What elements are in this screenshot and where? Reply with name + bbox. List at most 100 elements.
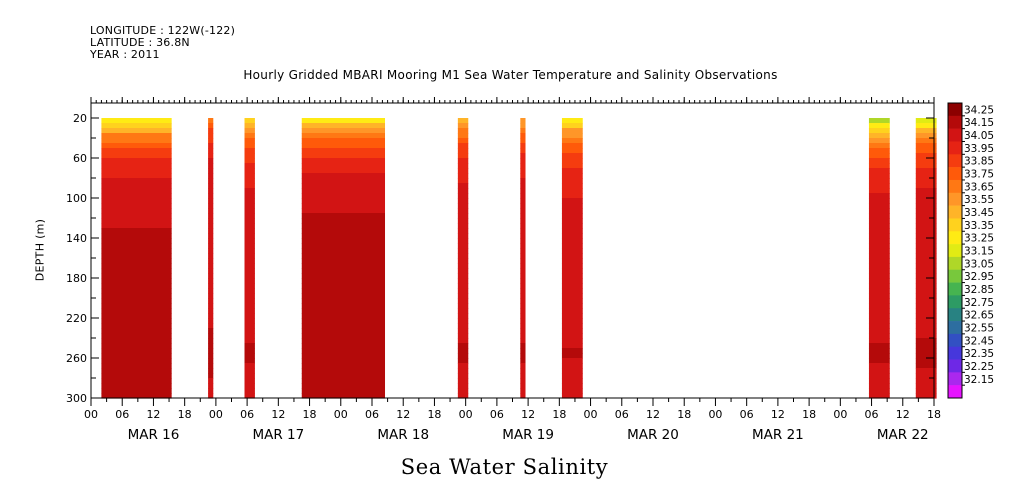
band-cell xyxy=(244,228,255,234)
band-cell xyxy=(301,253,386,259)
band-cell xyxy=(520,333,526,339)
band-cell xyxy=(915,128,937,134)
band-cell xyxy=(915,383,937,389)
y-tick-label: 180 xyxy=(66,272,87,285)
band-cell xyxy=(868,363,890,369)
x-day-label: MAR 18 xyxy=(377,427,429,443)
band-cell xyxy=(101,358,172,364)
band-cell xyxy=(244,288,255,294)
band-cell xyxy=(915,123,937,129)
band-cell xyxy=(561,258,583,264)
band-cell xyxy=(915,388,937,394)
band-cell xyxy=(561,198,583,204)
band-cell xyxy=(520,288,526,294)
band-cell xyxy=(301,193,386,199)
band-cell xyxy=(915,168,937,174)
band-cell xyxy=(301,298,386,304)
band-cell xyxy=(520,238,526,244)
colorbar-swatch xyxy=(948,128,962,142)
colorbar-frame xyxy=(947,102,963,399)
band-cell xyxy=(561,218,583,224)
colorbar-label: 33.75 xyxy=(964,169,994,181)
band-cell xyxy=(520,118,526,124)
x-tick-label: 06 xyxy=(740,408,754,421)
x-tick-label: 12 xyxy=(396,408,410,421)
y-tick-label: 100 xyxy=(66,192,87,205)
band-cell xyxy=(520,383,526,389)
band-cell xyxy=(915,258,937,264)
band-cell xyxy=(868,173,890,179)
y-tick-label: 60 xyxy=(73,152,87,165)
band-cell xyxy=(561,173,583,179)
colorbar-swatch xyxy=(948,359,962,373)
band-cell xyxy=(244,293,255,299)
band-cell xyxy=(208,173,214,179)
y-tick-label: 300 xyxy=(66,392,87,405)
x-day-label: MAR 19 xyxy=(502,427,554,443)
band-cell xyxy=(915,118,937,124)
band-cell xyxy=(301,373,386,379)
band-cell xyxy=(561,393,583,399)
band-cell xyxy=(915,148,937,154)
x-day-label: MAR 17 xyxy=(252,427,304,443)
band-cell xyxy=(561,363,583,369)
band-cell xyxy=(301,278,386,284)
chart-caption: Sea Water Salinity xyxy=(400,455,609,479)
band-cell xyxy=(244,238,255,244)
band-cell xyxy=(101,198,172,204)
band-cell xyxy=(244,258,255,264)
band-cell xyxy=(244,133,255,139)
band-cell xyxy=(208,163,214,169)
band-cell xyxy=(457,358,469,364)
band-cell xyxy=(101,268,172,274)
colorbar-label: 32.45 xyxy=(964,335,994,347)
x-tick-label: 12 xyxy=(146,408,160,421)
colorbar-swatch xyxy=(948,333,962,347)
band-cell xyxy=(301,318,386,324)
band-cell xyxy=(561,213,583,219)
band-cell xyxy=(868,198,890,204)
band-cell xyxy=(915,238,937,244)
band-cell xyxy=(101,288,172,294)
band-cell xyxy=(208,358,214,364)
band-cell xyxy=(915,353,937,359)
band-cell xyxy=(301,358,386,364)
band-cell xyxy=(457,343,469,349)
colorbar-swatch xyxy=(948,154,962,168)
band-cell xyxy=(520,148,526,154)
band-cell xyxy=(868,123,890,129)
band-cell xyxy=(244,273,255,279)
band-cell xyxy=(457,138,469,144)
band-cell xyxy=(244,393,255,399)
band-cell xyxy=(915,318,937,324)
band-cell xyxy=(520,123,526,129)
band-cell xyxy=(520,388,526,394)
band-cell xyxy=(868,318,890,324)
x-tick-label: 06 xyxy=(865,408,879,421)
band-cell xyxy=(915,273,937,279)
band-cell xyxy=(457,143,469,149)
y-tick-label: 140 xyxy=(66,232,87,245)
band-cell xyxy=(457,298,469,304)
band-cell xyxy=(244,188,255,194)
band-cell xyxy=(301,133,386,139)
band-cell xyxy=(101,203,172,209)
band-cell xyxy=(868,163,890,169)
band-cell xyxy=(301,168,386,174)
band-cell xyxy=(208,368,214,374)
band-cell xyxy=(244,128,255,134)
x-tick-label: 06 xyxy=(365,408,379,421)
colorbar-swatch xyxy=(948,346,962,360)
colorbar-swatch xyxy=(948,295,962,309)
x-tick-label: 06 xyxy=(240,408,254,421)
band-cell xyxy=(208,233,214,239)
band-cell xyxy=(915,308,937,314)
band-cell xyxy=(244,243,255,249)
band-cell xyxy=(101,143,172,149)
band-cell xyxy=(208,378,214,384)
band-cell xyxy=(561,373,583,379)
band-cell xyxy=(520,268,526,274)
y-tick-label: 220 xyxy=(66,312,87,325)
band-cell xyxy=(457,223,469,229)
band-cell xyxy=(561,383,583,389)
